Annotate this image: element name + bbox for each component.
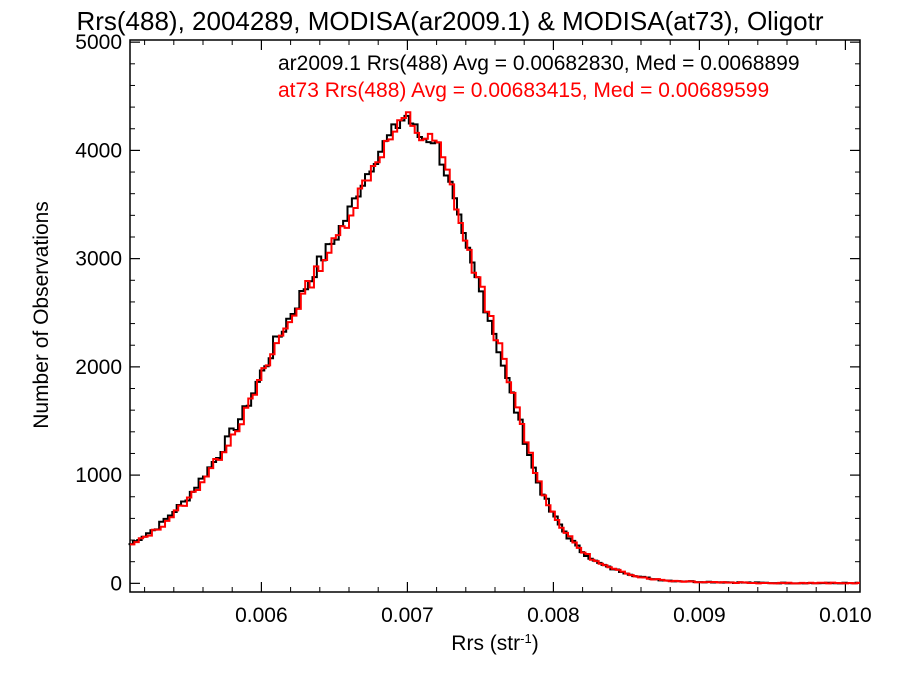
y-axis-ticks: 0 1000 2000 3000 4000 5000 [75,31,860,595]
plot-area [129,39,861,593]
x-tick-label: 0.006 [235,604,288,627]
y-tick-label: 1000 [75,464,122,487]
legend-ar2009: ar2009.1 Rrs(488) Avg = 0.00682830, Med … [278,52,800,75]
x-tick-label: 0.007 [381,604,434,627]
x-axis-label-close: ) [532,632,539,655]
x-tick-label: 0.009 [673,604,726,627]
y-tick-label: 0 [110,572,122,595]
x-axis-label: Rrs (str-1) [451,631,538,656]
chart-title: Rrs(488), 2004289, MODISA(ar2009.1) & MO… [76,6,823,36]
x-axis-label-superscript: -1 [520,631,532,646]
y-tick-label: 4000 [75,139,122,162]
legend-at73: at73 Rrs(488) Avg = 0.00683415, Med = 0.… [278,79,769,102]
y-tick-label: 5000 [75,31,122,54]
x-axis-label-main: Rrs (str [451,632,520,655]
y-tick-label: 2000 [75,356,122,379]
series-line-at73 [130,111,860,585]
plot-border [129,39,861,593]
y-axis-label: Number of Observations [30,201,53,429]
x-tick-label: 0.010 [819,604,872,627]
series-layer [128,111,860,585]
x-tick-label: 0.008 [527,604,580,627]
series-line-ar2009-1 [128,114,859,585]
y-tick-label: 3000 [75,248,122,271]
x-axis-ticks: 0.006 0.007 0.008 0.009 0.010 [144,40,872,627]
